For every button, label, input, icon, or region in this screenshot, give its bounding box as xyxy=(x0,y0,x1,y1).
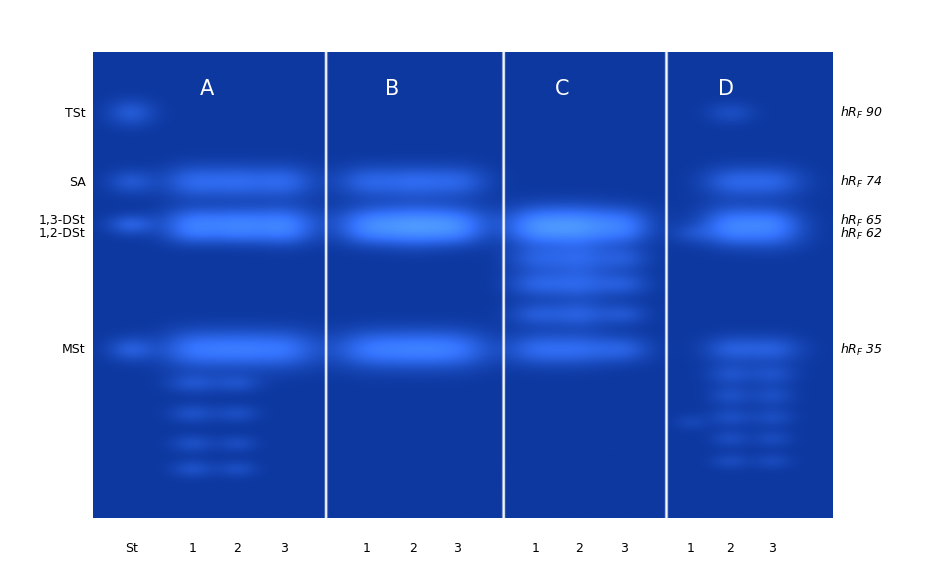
Text: $hR_{\mathregular{F}}$ 74: $hR_{\mathregular{F}}$ 74 xyxy=(840,174,884,190)
Text: $hR_{\mathregular{F}}$ 90: $hR_{\mathregular{F}}$ 90 xyxy=(840,105,884,122)
Text: 3: 3 xyxy=(280,541,287,555)
Text: 3: 3 xyxy=(768,541,776,555)
Text: 3: 3 xyxy=(454,541,461,555)
Text: TSt: TSt xyxy=(65,107,86,120)
Text: 1: 1 xyxy=(189,541,197,555)
Text: $hR_{\mathregular{F}}$ 65: $hR_{\mathregular{F}}$ 65 xyxy=(840,213,884,229)
Text: $hR_{\mathregular{F}}$ 35: $hR_{\mathregular{F}}$ 35 xyxy=(840,342,884,358)
Text: A: A xyxy=(200,79,215,99)
Text: 1: 1 xyxy=(531,541,539,555)
Text: 2: 2 xyxy=(576,541,583,555)
Text: St: St xyxy=(125,541,138,555)
Text: B: B xyxy=(385,79,399,99)
Text: 2: 2 xyxy=(726,541,735,555)
Text: 1: 1 xyxy=(363,541,370,555)
Text: D: D xyxy=(718,79,734,99)
Text: $hR_{\mathregular{F}}$ 62: $hR_{\mathregular{F}}$ 62 xyxy=(840,226,884,242)
Text: 3: 3 xyxy=(620,541,628,555)
Text: C: C xyxy=(555,79,569,99)
Text: 2: 2 xyxy=(233,541,241,555)
Text: 1,3-DSt: 1,3-DSt xyxy=(39,214,86,228)
Text: 1,2-DSt: 1,2-DSt xyxy=(39,227,86,240)
Text: 1: 1 xyxy=(686,541,695,555)
Text: SA: SA xyxy=(69,176,86,188)
Text: 2: 2 xyxy=(409,541,417,555)
Text: MSt: MSt xyxy=(62,343,86,356)
